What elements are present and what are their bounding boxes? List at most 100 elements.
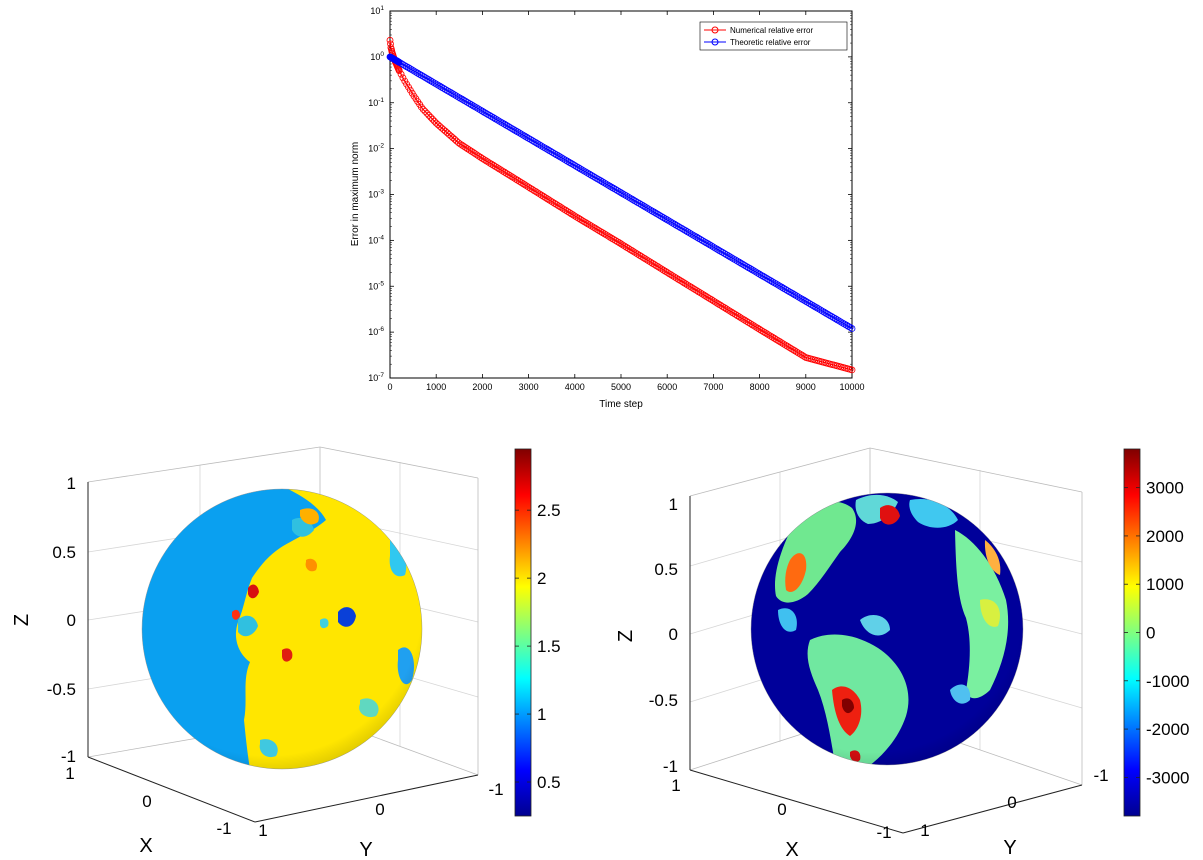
data-point bbox=[697, 235, 704, 243]
data-point bbox=[783, 342, 791, 350]
data-point bbox=[795, 293, 802, 301]
data-point bbox=[704, 294, 712, 301]
data-point bbox=[562, 156, 569, 164]
data-point bbox=[806, 300, 813, 307]
data-point bbox=[430, 79, 438, 87]
data-point bbox=[663, 268, 671, 276]
data-point bbox=[774, 281, 782, 289]
data-point bbox=[739, 260, 747, 268]
data-point bbox=[752, 268, 760, 276]
data-point bbox=[715, 246, 723, 254]
data-point bbox=[735, 313, 743, 321]
data-point bbox=[617, 189, 625, 197]
data-point bbox=[769, 278, 776, 286]
data-point bbox=[621, 191, 629, 199]
data-point bbox=[558, 154, 566, 162]
y-tick-label: 10-5 bbox=[368, 280, 384, 291]
data-point bbox=[750, 322, 758, 330]
data-point bbox=[538, 191, 545, 199]
data-point bbox=[743, 263, 751, 271]
x-tick-right-2: -1 bbox=[876, 823, 891, 842]
data-point bbox=[839, 319, 847, 327]
data-point bbox=[807, 301, 815, 309]
x-tick-left-1: 0 bbox=[142, 792, 151, 811]
data-point bbox=[717, 301, 725, 309]
data-point bbox=[499, 167, 507, 175]
data-point bbox=[625, 244, 632, 252]
legend: Numerical relative error Theoretic relat… bbox=[699, 21, 848, 51]
data-point bbox=[643, 204, 651, 212]
y-tick-label: 101 bbox=[370, 5, 384, 16]
data-point bbox=[573, 163, 580, 171]
data-point bbox=[737, 314, 745, 322]
data-point bbox=[628, 247, 636, 255]
y-ticks-left: 1 0 -1 bbox=[258, 780, 503, 840]
data-point bbox=[643, 256, 651, 264]
axes-front-left bbox=[87, 482, 479, 823]
data-point bbox=[480, 156, 488, 164]
data-point bbox=[477, 106, 485, 114]
data-point bbox=[724, 252, 732, 260]
data-point bbox=[508, 173, 516, 181]
data-point bbox=[765, 331, 773, 339]
data-point bbox=[512, 175, 520, 183]
data-point bbox=[516, 177, 523, 185]
data-point bbox=[650, 208, 658, 216]
data-point bbox=[519, 131, 527, 139]
y-axis-label-right: Y bbox=[1003, 837, 1016, 859]
colorbar-tick-label: 3000 bbox=[1146, 479, 1184, 498]
data-point bbox=[610, 235, 617, 243]
x-tick-left-0: 1 bbox=[65, 764, 74, 783]
data-point bbox=[423, 110, 431, 117]
data-point bbox=[752, 323, 760, 331]
data-point bbox=[547, 197, 555, 205]
data-point bbox=[490, 114, 497, 122]
legend-box bbox=[699, 21, 848, 51]
data-point bbox=[478, 155, 486, 162]
colorbar-tick-label: -3000 bbox=[1146, 768, 1189, 787]
data-point bbox=[591, 224, 599, 232]
data-point bbox=[615, 239, 623, 247]
data-point bbox=[567, 159, 575, 167]
series-layer bbox=[386, 36, 856, 374]
data-point bbox=[495, 165, 503, 173]
x-ticks-right: 1 0 -1 bbox=[671, 776, 891, 842]
data-point bbox=[689, 284, 697, 292]
data-point bbox=[565, 209, 573, 216]
data-point bbox=[588, 222, 595, 230]
data-point bbox=[486, 112, 494, 119]
data-point bbox=[530, 187, 538, 195]
data-point bbox=[636, 251, 643, 259]
data-point bbox=[395, 67, 403, 75]
data-point bbox=[708, 242, 715, 250]
data-point bbox=[497, 118, 505, 126]
data-point bbox=[687, 230, 695, 238]
data-point bbox=[532, 139, 540, 147]
data-point bbox=[523, 182, 531, 190]
data-point bbox=[684, 228, 691, 236]
data-point bbox=[796, 350, 804, 358]
data-point bbox=[560, 205, 568, 213]
data-point bbox=[828, 313, 836, 320]
data-point bbox=[700, 291, 708, 299]
data-point bbox=[608, 183, 616, 191]
data-point bbox=[667, 218, 675, 226]
data-point bbox=[809, 302, 817, 310]
data-point bbox=[695, 234, 702, 242]
data-point bbox=[763, 275, 771, 282]
colorbar-tick-label: -1000 bbox=[1146, 672, 1189, 691]
data-point bbox=[538, 142, 545, 150]
data-point bbox=[613, 238, 621, 246]
data-point bbox=[743, 317, 751, 325]
data-point bbox=[613, 187, 621, 194]
data-point bbox=[645, 257, 653, 265]
data-point bbox=[754, 324, 762, 332]
data-point bbox=[798, 351, 806, 359]
data-point bbox=[848, 366, 856, 374]
data-point bbox=[475, 152, 483, 160]
data-point bbox=[678, 278, 686, 285]
data-point bbox=[680, 226, 688, 234]
data-point bbox=[815, 305, 823, 313]
data-point bbox=[440, 85, 448, 92]
data-point bbox=[569, 211, 577, 219]
